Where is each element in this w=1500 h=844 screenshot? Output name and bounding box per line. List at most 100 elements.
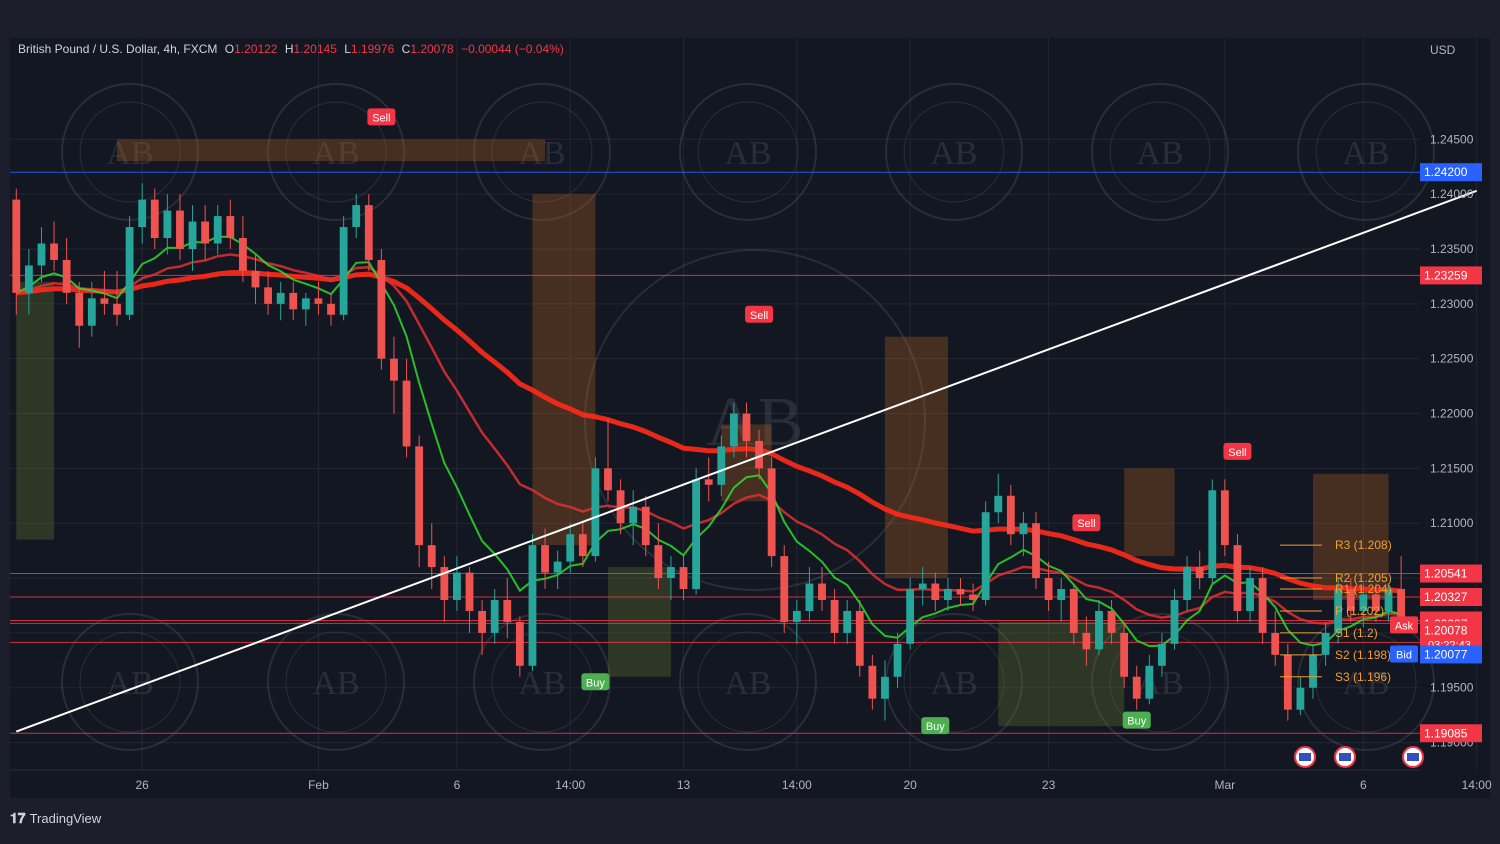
tradingview-logo-icon: 𝟏𝟕 [10, 810, 26, 826]
low-label: L [344, 42, 351, 56]
watermark-seal-ring [79, 631, 181, 733]
candle-body [704, 479, 713, 485]
watermark-seal-icon [473, 613, 611, 751]
candle-body [75, 292, 84, 326]
candle-body [50, 243, 58, 260]
candle-body [566, 534, 575, 562]
watermark-seal-ring [903, 631, 1005, 733]
candle-body [1220, 490, 1229, 546]
candle-body [1195, 567, 1204, 579]
candle-body [1044, 578, 1053, 600]
buy-signal-badge[interactable]: Buy [921, 717, 950, 735]
candle-body [100, 298, 109, 304]
x-tick-label: 14:00 [555, 778, 585, 792]
price-line-badge-bg [1420, 588, 1482, 607]
candle-body [1145, 665, 1154, 699]
candle-body [415, 446, 424, 546]
watermark-initials: AB [930, 665, 977, 702]
watermark-seal-icon [679, 83, 817, 221]
watermark-seal-ring [697, 101, 799, 203]
candle-body [490, 599, 499, 633]
candle-body [503, 599, 512, 622]
watermark-seal-icon [885, 83, 1023, 221]
watermark-seal-ring [285, 101, 387, 203]
watermark-initials: AB [312, 135, 359, 172]
pivot-label: R3 (1.208) [1335, 538, 1392, 552]
candle-body [641, 506, 650, 546]
candle-body [943, 589, 952, 600]
economic-event-icon[interactable] [1402, 746, 1424, 768]
candle-body [767, 468, 776, 557]
open-value: 1.20122 [234, 42, 278, 56]
candle-body [1019, 523, 1028, 535]
watermark-seal-ring [285, 631, 387, 733]
candle-body [150, 199, 159, 239]
watermark-seal-icon [473, 83, 611, 221]
pivot-label: S1 (1.2) [1335, 626, 1378, 640]
candle-body [1082, 632, 1091, 650]
price-line-badge-bg [1420, 564, 1482, 583]
x-tick-label: 13 [677, 778, 691, 792]
symbol-title[interactable]: British Pound / U.S. Dollar, 4h, FXCM [18, 42, 218, 56]
candle-body [717, 446, 726, 485]
candle-body [591, 468, 600, 557]
close-label: C [401, 42, 411, 56]
signal-badge-bg [367, 108, 396, 126]
candle-body [453, 572, 461, 600]
ask-tag-label: Ask [1395, 620, 1414, 632]
candle-body [616, 490, 625, 524]
candle-body [956, 589, 965, 595]
pivot-label: S2 (1.198) [1335, 648, 1391, 662]
x-tick-label: Feb [308, 778, 329, 792]
sell-signal-badge[interactable]: Sell [1223, 442, 1252, 460]
candle-body [289, 292, 298, 310]
sell-signal-badge[interactable]: Sell [367, 108, 396, 126]
watermark-initials: AB [518, 135, 565, 172]
candle-body [1120, 632, 1129, 677]
candle-body [528, 545, 537, 666]
signal-badge-label: Buy [926, 721, 945, 733]
x-tick-label: Mar [1215, 778, 1236, 792]
candle-body [1183, 567, 1192, 600]
bid-tag-label: Bid [1396, 649, 1412, 661]
candle-body [906, 589, 915, 644]
pivot-label: R2 (1.205) [1335, 571, 1392, 585]
candle-body [264, 287, 272, 304]
tradingview-branding[interactable]: 𝟏𝟕 TradingView [10, 810, 101, 827]
candle-body [478, 610, 487, 633]
candle-body [138, 199, 147, 228]
candle-body [1321, 632, 1330, 655]
signal-badge-bg [1072, 514, 1101, 532]
candle-body [1208, 490, 1217, 579]
economic-event-icon[interactable] [1294, 746, 1316, 768]
signal-badge-label: Buy [1127, 716, 1146, 728]
candle-body [1057, 589, 1066, 600]
zone-band [117, 139, 546, 162]
buy-signal-badge[interactable]: Buy [1122, 711, 1151, 729]
candle-body [37, 243, 46, 266]
candle-body [327, 303, 335, 315]
candle-body [679, 567, 688, 590]
watermark-seal-ring [1315, 101, 1417, 203]
candle-body [1069, 589, 1078, 633]
bid-price-bg [1420, 645, 1482, 664]
price-line-badge: 1.19085 [1424, 726, 1468, 740]
candle-body [364, 205, 373, 260]
candle-body [226, 216, 235, 239]
y-tick-label: 1.23000 [1430, 297, 1474, 311]
watermark-seal-ring [1109, 101, 1211, 203]
zone-band [532, 194, 596, 546]
candle-body [339, 227, 348, 315]
sell-signal-badge[interactable]: Sell [745, 305, 774, 323]
candle-body [893, 643, 902, 677]
buy-signal-badge[interactable]: Buy [581, 673, 610, 691]
event-flag-fill [1299, 753, 1311, 761]
bid-tag-bg [1390, 645, 1418, 663]
economic-event-icon[interactable] [1334, 746, 1356, 768]
watermark-seal-ring [79, 101, 181, 203]
sell-signal-badge[interactable]: Sell [1072, 514, 1101, 532]
signal-badge-bg [1122, 711, 1151, 729]
candle-body [465, 572, 474, 611]
candle-body [969, 594, 977, 600]
